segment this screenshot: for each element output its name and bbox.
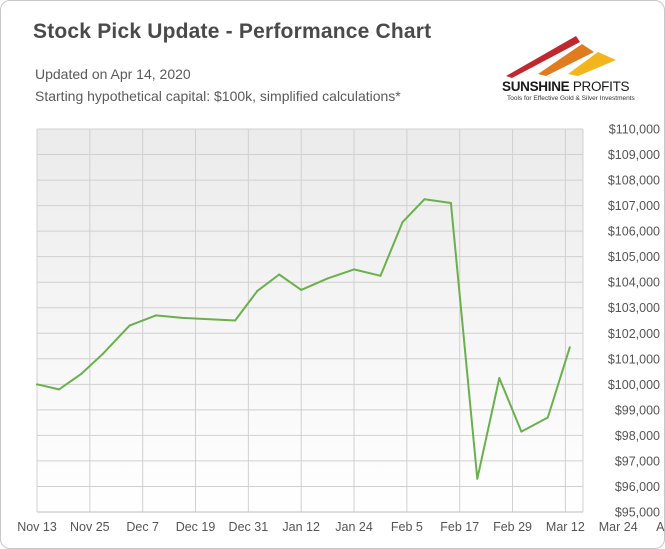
- x-tick-label: Nov 13: [17, 520, 57, 534]
- y-tick-label: $104,000: [608, 276, 660, 290]
- y-tick-label: $95,000: [615, 506, 660, 520]
- logo-ray-orange-icon: [538, 44, 594, 76]
- x-tick-label: Feb 17: [440, 520, 479, 534]
- data-point: [520, 430, 523, 433]
- series-line: [36, 198, 571, 480]
- chart-title: Stock Pick Update - Performance Chart: [33, 20, 432, 43]
- data-point: [546, 416, 549, 419]
- sunshine-profits-logo: [506, 36, 616, 78]
- data-point: [234, 319, 237, 322]
- y-tick-label: $99,000: [615, 403, 660, 417]
- y-tick-label: $97,000: [615, 454, 660, 468]
- logo-ray-yellow-icon: [568, 52, 616, 76]
- plot-area: [37, 129, 583, 512]
- y-tick-label: $98,000: [615, 429, 660, 443]
- data-point: [58, 388, 61, 391]
- data-point: [256, 290, 259, 293]
- data-point: [401, 221, 404, 224]
- data-point: [353, 268, 356, 271]
- y-tick-label: $110,000: [609, 123, 660, 137]
- data-point: [102, 352, 105, 355]
- x-tick-label: Dec 19: [176, 520, 216, 534]
- x-tick-label: Dec 7: [126, 520, 159, 534]
- data-point: [154, 314, 157, 317]
- x-tick-label: Apr 5: [656, 520, 665, 534]
- capital-note: Starting hypothetical capital: $100k, si…: [35, 88, 401, 104]
- y-tick-label: $106,000: [608, 225, 660, 239]
- data-point: [80, 373, 83, 376]
- data-point: [449, 202, 452, 205]
- x-tick-label: Jan 12: [282, 520, 320, 534]
- updated-date: Updated on Apr 14, 2020: [35, 66, 191, 82]
- y-tick-label: $103,000: [608, 301, 660, 315]
- data-point: [128, 324, 131, 327]
- logo-tagline: Tools for Effective Gold & Silver Invest…: [507, 95, 635, 102]
- data-point: [476, 477, 479, 480]
- x-tick-label: Nov 25: [70, 520, 110, 534]
- x-tick-label: Dec 31: [229, 520, 269, 534]
- x-tick-label: Mar 24: [599, 520, 638, 534]
- data-point: [181, 316, 184, 319]
- y-tick-label: $107,000: [608, 199, 660, 213]
- data-point: [300, 288, 303, 291]
- x-tick-label: Mar 12: [546, 520, 585, 534]
- y-tick-label: $102,000: [608, 327, 660, 341]
- x-tick-label: Feb 5: [391, 520, 423, 534]
- y-tick-label: $96,000: [615, 480, 660, 494]
- y-tick-label: $101,000: [608, 352, 660, 366]
- logo-name-bold: SUNSHINE: [502, 79, 570, 94]
- data-point: [379, 274, 382, 277]
- x-tick-label: Jan 24: [335, 520, 373, 534]
- data-point: [326, 277, 329, 280]
- data-point: [498, 376, 501, 379]
- logo-name-light: PROFITS: [569, 79, 630, 94]
- x-tick-label: Feb 29: [493, 520, 532, 534]
- logo-wordmark: SUNSHINE PROFITS: [502, 79, 630, 94]
- y-tick-label: $108,000: [608, 174, 660, 188]
- data-point: [423, 198, 426, 201]
- y-tick-label: $105,000: [608, 250, 660, 264]
- data-point: [36, 383, 38, 386]
- data-point: [278, 273, 281, 276]
- data-point: [568, 346, 571, 349]
- y-tick-label: $100,000: [608, 378, 660, 392]
- y-tick-label: $109,000: [608, 148, 660, 162]
- logo-ray-red-icon: [506, 36, 580, 78]
